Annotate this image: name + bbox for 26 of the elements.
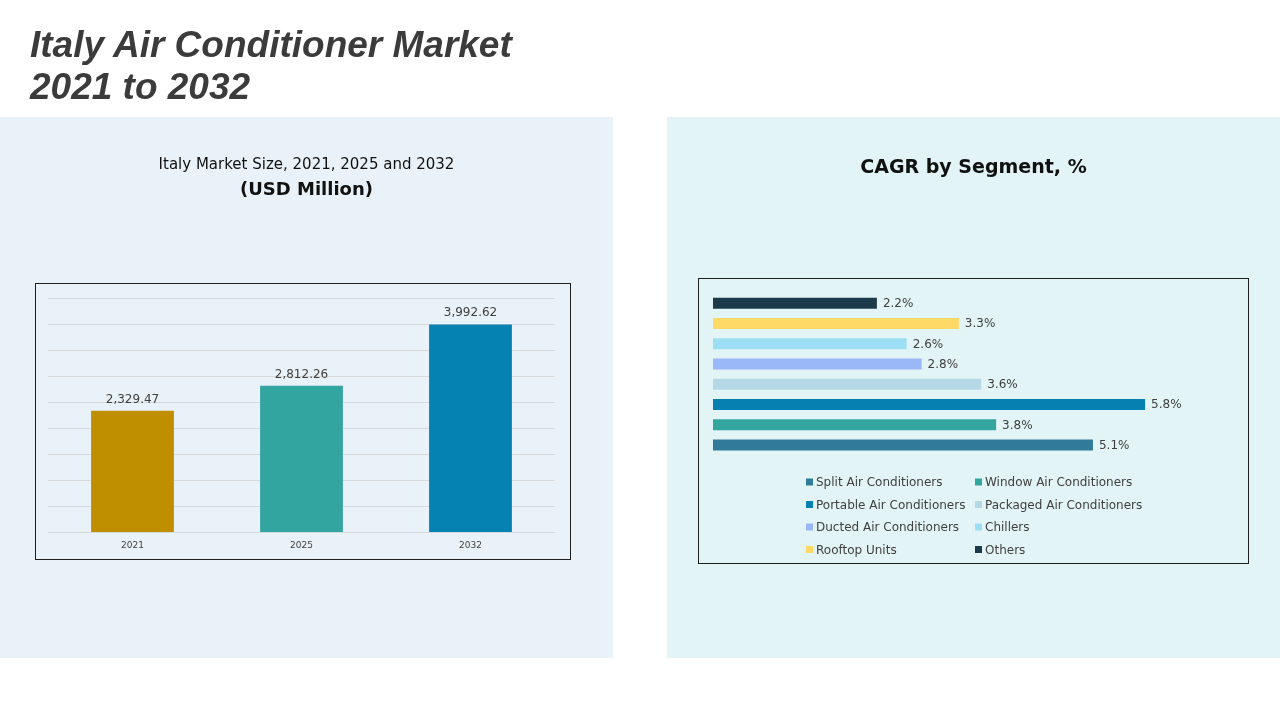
legend-label: Ducted Air Conditioners [816, 520, 960, 534]
legend-label: Packaged Air Conditioners [985, 497, 1143, 512]
data-label: 2.2% [882, 296, 914, 311]
data-label: 5.8% [1151, 397, 1182, 412]
legend-label: Split Air Conditioners [816, 475, 943, 489]
data-label: 2,329.47 [105, 391, 160, 406]
legend-label: Window Air Conditioners [985, 475, 1133, 489]
x-tick-label: 2025 [290, 539, 313, 550]
text: Italy Air Conditioner Market 2021 to 2032 [30, 24, 512, 107]
data-label: 2.6% [912, 336, 944, 351]
legend-label: Others [985, 542, 1026, 557]
chart-title: CAGR by Segment, % [859, 154, 1088, 178]
legend-label: Rooftop Units [816, 542, 897, 557]
data-label: 3.8% [1002, 417, 1033, 432]
data-label: 3.6% [987, 377, 1018, 392]
data-label: 5.1% [1098, 437, 1130, 452]
chart-title: Italy Market Size, 2021, 2025 and 2032 [157, 154, 456, 175]
data-label: 3.3% [964, 316, 996, 331]
data-label: 3,992.62 [443, 305, 498, 320]
data-label: 2,812.26 [274, 366, 329, 381]
x-tick-label: 2021 [121, 539, 144, 550]
chart-subtitle: (USD Million) [239, 177, 374, 201]
legend-label: Chillers [985, 520, 1030, 534]
x-tick-label: 2032 [459, 539, 482, 550]
data-label: 2.8% [927, 356, 959, 371]
legend-label: Portable Air Conditioners [816, 497, 966, 512]
